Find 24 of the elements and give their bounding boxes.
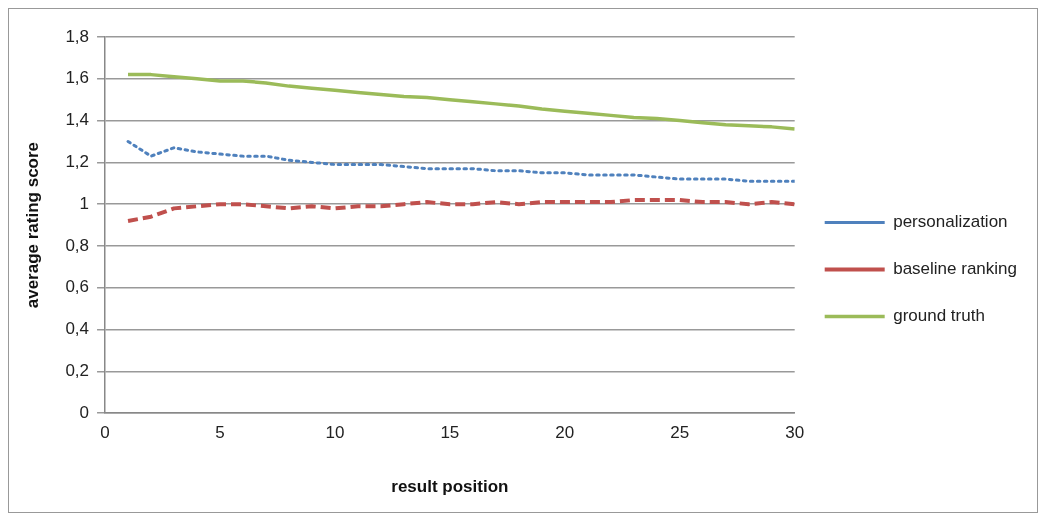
x-tick-label: 0 — [100, 423, 110, 443]
legend-label: baseline ranking — [893, 259, 1018, 279]
x-tick-label: 5 — [215, 423, 225, 443]
y-tick-label: 1,4 — [65, 110, 90, 130]
y-tick-label: 1,2 — [65, 152, 90, 172]
y-tick-label: 1 — [79, 193, 90, 213]
y-axis-title: average rating score — [22, 141, 42, 309]
x-tick-label: 10 — [325, 423, 345, 443]
legend-label: personalization — [893, 212, 1008, 232]
x-tick-label: 15 — [440, 423, 460, 443]
x-tick-label: 30 — [785, 423, 805, 443]
line-series — [126, 140, 795, 183]
y-tick-label: 1,8 — [65, 26, 90, 46]
y-tick-label: 1,6 — [65, 68, 90, 88]
x-axis-title: result position — [391, 477, 509, 497]
legend-label: ground truth — [893, 306, 985, 326]
y-tick-label: 0,8 — [65, 235, 90, 255]
y-tick-label: 0,6 — [65, 277, 90, 297]
y-tick-label: 0,4 — [65, 319, 90, 339]
y-tick-label: 0 — [79, 402, 90, 422]
x-tick-label: 20 — [555, 423, 575, 443]
y-tick-label: 0,2 — [65, 361, 90, 381]
x-tick-label: 25 — [670, 423, 690, 443]
line-series — [126, 198, 795, 223]
